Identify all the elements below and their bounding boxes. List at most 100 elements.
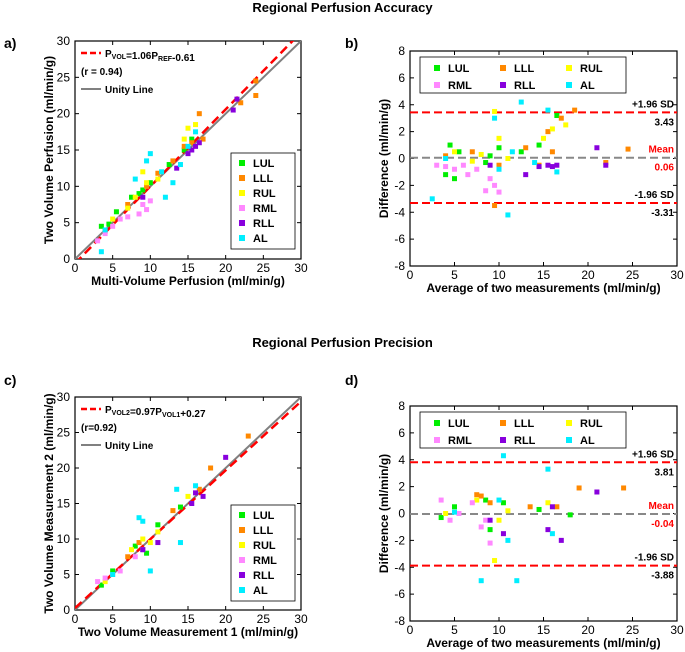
data-point-lul <box>106 221 112 227</box>
data-point-rll <box>594 145 600 151</box>
data-point-rul <box>102 579 108 585</box>
data-point-lll <box>572 107 578 113</box>
y-tick-label: 15 <box>57 497 71 511</box>
legend-swatch-lul <box>434 65 440 71</box>
data-point-al <box>505 212 511 218</box>
data-point-lll <box>558 115 564 121</box>
legend-label-al: AL <box>253 585 268 597</box>
y-axis-title: Difference (ml/min/g) <box>377 99 391 218</box>
regression-equation: PVOL=1.06PREF-0.61 <box>105 49 195 64</box>
equation-subscript: REF <box>158 56 173 63</box>
data-point-rul <box>474 497 480 503</box>
data-point-lul <box>500 500 506 506</box>
equation-subscript: VOL2 <box>112 410 130 417</box>
x-axis-title: Multi-Volume Perfusion (ml/min/g) <box>91 274 285 288</box>
data-point-lul <box>98 582 104 588</box>
legend-swatch-rll <box>239 572 245 578</box>
data-point-lul <box>487 153 493 159</box>
lower-limit-label: -1.96 SD <box>635 553 674 564</box>
legend-box <box>419 411 627 449</box>
data-point-al <box>177 162 183 168</box>
data-point-lul <box>443 172 449 178</box>
data-point-rul <box>496 135 502 141</box>
data-point-al <box>159 169 165 175</box>
y-tick-label: 0 <box>398 507 405 521</box>
data-point-lul <box>452 504 457 510</box>
data-point-rml <box>487 176 493 182</box>
data-point-al <box>140 518 146 524</box>
x-tick-label: 30 <box>670 623 684 637</box>
legend-swatch-rml <box>239 205 245 211</box>
y-tick-label: 2 <box>398 125 405 139</box>
series-legend: LUL LLL RUL RML RLL AL <box>230 504 296 602</box>
plot-area <box>410 453 677 584</box>
panel-a: a) 0 5 10 15 20 25 30 0 5 10 15 20 25 30 Multi-Volume P… <box>4 34 308 288</box>
y-tick-label: 15 <box>57 143 71 157</box>
legend-label-rll: RLL <box>514 80 536 92</box>
x-tick-label: 30 <box>670 268 684 282</box>
equation-subscript: VOL <box>112 54 127 61</box>
legend-swatch-lll <box>239 175 245 181</box>
data-point-lll <box>474 492 480 498</box>
legend-swatch-rul <box>566 420 572 426</box>
data-point-lll <box>545 129 551 135</box>
data-point-lll <box>549 149 555 155</box>
accuracy-section-title: Regional Perfusion Accuracy <box>252 0 433 15</box>
legend-label-rll: RLL <box>253 570 275 582</box>
legend-box <box>230 504 296 602</box>
x-tick-label: 5 <box>451 623 458 637</box>
y-tick-label: 0 <box>63 252 70 266</box>
data-point-al <box>136 515 142 521</box>
data-point-rul <box>129 547 134 553</box>
upper-limit-value: 3.43 <box>655 117 675 128</box>
legend-swatch-lll <box>239 527 245 533</box>
data-point-al <box>518 99 524 105</box>
data-point-lll <box>189 140 195 146</box>
legend-swatch-rml <box>434 82 440 88</box>
data-point-al <box>110 572 116 577</box>
legend-swatch-rul <box>566 65 572 71</box>
data-point-al <box>429 196 435 202</box>
data-point-rul <box>549 126 555 132</box>
data-point-rul <box>443 511 449 516</box>
data-point-rml <box>496 189 502 195</box>
data-point-lul <box>144 550 150 556</box>
legend-swatch-rul <box>239 542 245 548</box>
data-point-lll <box>253 78 259 84</box>
data-point-lul <box>554 113 560 118</box>
data-point-al <box>102 227 108 233</box>
plot-area <box>75 41 301 259</box>
upper-limit-label: +1.96 SD <box>632 99 674 110</box>
data-point-rml <box>478 524 484 530</box>
data-point-lul <box>132 543 138 549</box>
data-point-al <box>185 143 191 149</box>
data-point-lll <box>181 143 187 149</box>
lower-limit-value: -3.31 <box>651 208 674 219</box>
data-point-rul <box>478 151 484 157</box>
precision-section-title: Regional Perfusion Precision <box>252 335 433 350</box>
y-tick-label: 5 <box>63 568 70 582</box>
legend-label-rml: RML <box>253 203 277 215</box>
y-tick-label: -8 <box>394 614 405 628</box>
data-point-rll <box>140 547 146 553</box>
x-tick-label: 10 <box>144 261 158 275</box>
y-tick-label: -2 <box>394 533 405 547</box>
data-point-al <box>147 568 153 574</box>
data-point-lll <box>496 162 502 168</box>
data-point-rll <box>193 143 199 149</box>
data-point-lll <box>253 93 259 98</box>
equation-subscript: VOL1 <box>162 412 180 419</box>
legend-swatch-rml <box>434 437 440 443</box>
x-tick-label: 25 <box>626 623 640 637</box>
y-tick-label: 8 <box>398 44 405 58</box>
data-point-al <box>514 578 520 584</box>
data-point-lll <box>196 486 202 492</box>
lower-limit-label: -1.96 SD <box>635 190 674 201</box>
data-point-al <box>174 486 180 492</box>
data-point-rll <box>189 147 195 153</box>
data-point-lul <box>483 497 489 503</box>
data-point-lll <box>527 504 533 510</box>
data-point-al <box>545 107 551 113</box>
y-tick-label: 0 <box>398 152 405 166</box>
